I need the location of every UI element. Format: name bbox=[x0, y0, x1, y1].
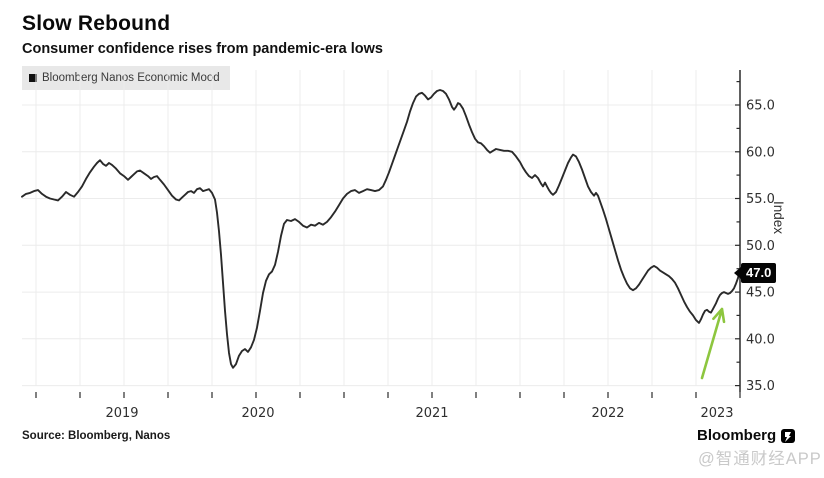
y-axis-title: Index bbox=[771, 201, 786, 235]
chart-subtitle: Consumer confidence rises from pandemic-… bbox=[22, 41, 383, 57]
y-tick-label: 60.0 bbox=[746, 145, 775, 160]
y-tick-label: 65.0 bbox=[746, 99, 775, 114]
legend-label: Bloomberg Nanos Economic Mood bbox=[42, 72, 220, 84]
legend-marker-icon bbox=[29, 74, 37, 82]
y-tick-label: 50.0 bbox=[746, 239, 775, 254]
x-tick-label: 2022 bbox=[591, 406, 624, 421]
x-tick-label: 2023 bbox=[700, 406, 733, 421]
y-tick-label: 45.0 bbox=[746, 286, 775, 301]
x-tick-label: 2020 bbox=[241, 406, 274, 421]
last-value-badge: 47.0 bbox=[733, 263, 777, 283]
series-line bbox=[21, 89, 740, 369]
source-note: Source: Bloomberg, Nanos bbox=[22, 430, 171, 442]
y-tick-label: 35.0 bbox=[746, 379, 775, 394]
bloomberg-logo-text: Bloomberg bbox=[697, 427, 777, 444]
bloomberg-terminal-icon bbox=[781, 428, 796, 443]
x-tick-label: 2019 bbox=[105, 406, 138, 421]
chart-title: Slow Rebound bbox=[22, 12, 171, 35]
watermark: @智通财经APP bbox=[698, 450, 822, 468]
trend-arrow-icon bbox=[700, 307, 726, 380]
y-tick-label: 55.0 bbox=[746, 192, 775, 207]
legend: Bloomberg Nanos Economic Mood bbox=[22, 66, 230, 90]
y-tick-label: 40.0 bbox=[746, 332, 775, 347]
bloomberg-logo: Bloomberg bbox=[697, 427, 796, 444]
x-tick-label: 2021 bbox=[415, 406, 448, 421]
